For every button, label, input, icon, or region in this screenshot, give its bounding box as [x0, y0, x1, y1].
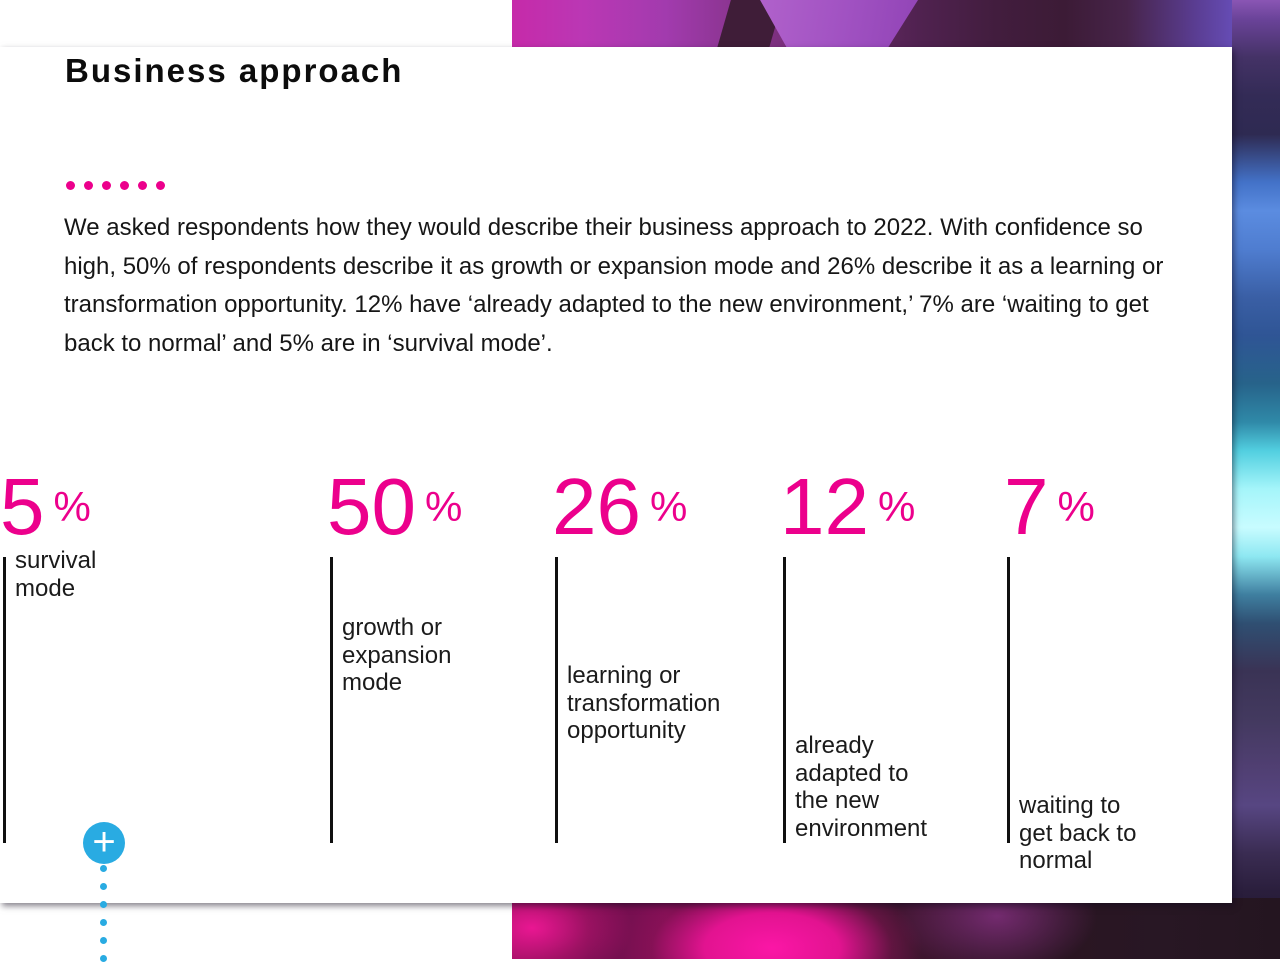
- stat-divider-line: [783, 557, 786, 843]
- percent-sign: %: [649, 483, 688, 530]
- percent-sign: %: [877, 483, 916, 530]
- accent-dot: [156, 181, 165, 190]
- background-photo-right-strip: [1232, 0, 1280, 959]
- trail-dot: [100, 937, 107, 944]
- stat-label: growth or expansion mode: [342, 614, 452, 696]
- stat-divider-line: [555, 557, 558, 843]
- background-photo-bottom-strip: [512, 898, 1280, 959]
- accent-dots: [66, 181, 165, 190]
- description-text: We asked respondents how they would desc…: [64, 214, 1164, 357]
- cube-top-face: [760, 0, 918, 48]
- stat-value: 5 %: [0, 467, 222, 547]
- page-title: Business approach: [65, 52, 404, 89]
- trail-dot: [100, 865, 107, 872]
- stat-value: 50 %: [327, 467, 549, 547]
- stat-label: waiting to get back to normal: [1019, 792, 1137, 874]
- content-panel: Business approach We asked respondents h…: [0, 47, 1232, 962]
- stat-value: 26 %: [552, 467, 774, 547]
- stat-number: 7: [1004, 462, 1049, 551]
- stat-number: 5: [0, 462, 45, 551]
- stat-value: 7 %: [1004, 467, 1226, 547]
- stat-number: 12: [780, 462, 869, 551]
- percent-sign: %: [424, 483, 463, 530]
- plus-icon: +: [92, 819, 116, 864]
- stat-column-adapted: 12 % already adapted to the new environm…: [780, 467, 1002, 907]
- percent-sign: %: [1057, 483, 1095, 530]
- stat-divider-line: [3, 557, 6, 843]
- stat-label: already adapted to the new environment: [795, 732, 928, 842]
- accent-dot: [120, 181, 129, 190]
- accent-dot: [66, 181, 75, 190]
- background-photo-top-strip: [512, 0, 1280, 48]
- plus-button[interactable]: +: [83, 822, 125, 864]
- stat-value: 12 %: [780, 467, 1002, 547]
- trail-dot: [100, 919, 107, 926]
- accent-dot: [138, 181, 147, 190]
- stat-column-growth: 50 % growth or expansion mode: [327, 467, 549, 907]
- stat-number: 50: [327, 462, 416, 551]
- trail-dot: [100, 901, 107, 908]
- stat-column-waiting: 7 % waiting to get back to normal: [1004, 467, 1226, 907]
- accent-dot: [102, 181, 111, 190]
- stat-divider-line: [1007, 557, 1010, 843]
- stat-divider-line: [330, 557, 333, 843]
- dotted-trail: [100, 865, 107, 962]
- trail-dot: [100, 883, 107, 890]
- stat-label: learning or transformation opportunity: [567, 662, 721, 744]
- percent-sign: %: [53, 483, 91, 530]
- stat-number: 26: [552, 462, 641, 551]
- stat-label: survival mode: [15, 547, 97, 602]
- stat-column-learning: 26 % learning or transformation opportun…: [552, 467, 774, 907]
- stat-column-survival: 5 % survival mode: [0, 467, 222, 907]
- accent-dot: [84, 181, 93, 190]
